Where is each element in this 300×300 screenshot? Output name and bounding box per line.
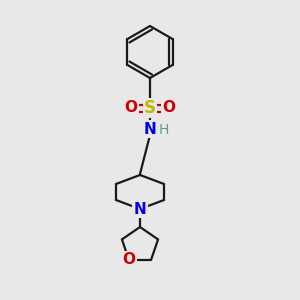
Text: O: O bbox=[122, 252, 135, 267]
Text: N: N bbox=[134, 202, 146, 217]
Text: O: O bbox=[124, 100, 137, 116]
Text: H: H bbox=[159, 123, 169, 137]
Text: S: S bbox=[144, 99, 156, 117]
Text: O: O bbox=[163, 100, 176, 116]
Text: N: N bbox=[144, 122, 156, 136]
